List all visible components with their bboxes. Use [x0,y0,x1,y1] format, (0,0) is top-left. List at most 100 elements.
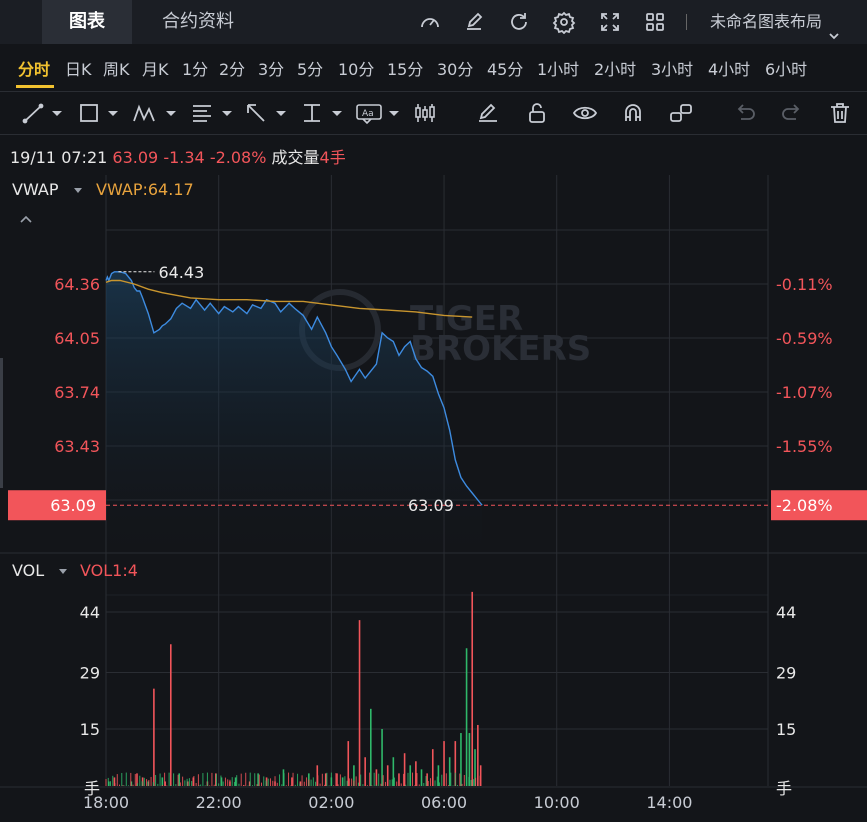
pct-axis-label: -0.59% [776,329,833,348]
collapse-icon[interactable] [18,210,34,229]
period-daily[interactable]: 日K [65,60,92,79]
price-line [105,271,483,506]
speedometer-icon[interactable] [418,10,442,34]
datetime: 19/11 07:21 [10,148,108,167]
tab-chart[interactable]: 图表 [42,0,132,44]
high-marker-label: 64.43 [158,263,204,282]
volume-axis-label: 44 [80,603,100,622]
period-intraday[interactable]: 分时 [18,60,51,79]
eye-icon[interactable] [572,101,598,125]
period-monthly[interactable]: 月K [142,60,169,79]
trash-icon[interactable] [827,101,853,125]
price-axis-label: 63.43 [54,437,100,456]
fullscreen-icon[interactable] [598,10,622,34]
divider [0,91,867,92]
period-3h[interactable]: 3小时 [651,60,694,79]
vwap-line [105,279,473,318]
time-axis-label: 22:00 [196,793,242,812]
vol-indicator-name: VOL [12,561,45,580]
vol-indicator-value: VOL1:4 [80,561,138,580]
price-axis-label: 64.36 [54,275,100,294]
volume-axis-label: 29 [80,664,100,683]
period-bar: 分时 日K 周K 月K 1分 2分 3分 5分 10分 15分 30分 45分 … [0,44,867,90]
price-axis-label: 64.05 [54,329,100,348]
caret-down-icon [72,181,84,200]
period-1h[interactable]: 1小时 [537,60,580,79]
vwap-indicator-selector[interactable]: VWAP [12,180,84,200]
period-2h[interactable]: 2小时 [594,60,637,79]
period-15m[interactable]: 15分 [387,60,424,79]
last-price-box [8,490,106,521]
pct-axis-label: -0.11% [776,275,833,294]
fibonacci-icon[interactable] [190,101,234,125]
period-1m[interactable]: 1分 [182,60,209,79]
caret-down-icon [57,562,69,581]
volume-label: 成交量 [271,148,320,167]
price-change: -1.34 [163,148,205,167]
pen-icon[interactable] [475,101,501,125]
layout-selector[interactable]: 未命名图表布局 [710,0,841,44]
pct-axis-label: -1.07% [776,383,833,402]
quote-info-line: 19/11 07:21 63.09 -1.34 -2.08% 成交量4手 [10,144,346,168]
period-5m[interactable]: 5分 [297,60,324,79]
arrow-icon[interactable] [244,101,288,125]
refresh-icon[interactable] [507,10,531,34]
redo-icon[interactable] [779,101,805,125]
period-45m[interactable]: 45分 [487,60,524,79]
period-10m[interactable]: 10分 [338,60,375,79]
watermark-logo: BROKERS [410,329,591,369]
time-axis-label: 14:00 [646,793,692,812]
active-period-indicator [16,85,54,88]
magnet-icon[interactable] [620,101,646,125]
time-axis-label: 10:00 [534,793,580,812]
volume-axis-label: 44 [776,603,796,622]
period-6h[interactable]: 6小时 [765,60,808,79]
chevron-down-icon [827,16,841,39]
layout-name: 未命名图表布局 [710,12,823,31]
volume-unit-label: 手 [776,779,792,798]
divider [0,134,867,135]
candle-icon[interactable] [412,101,438,125]
volume-unit-label: 手 [84,779,100,798]
volume-axis-label: 15 [776,720,796,739]
price-axis-label: 63.74 [54,383,100,402]
vwap-indicator-value: VWAP:64.17 [96,180,194,199]
text-icon[interactable]: Aa [355,101,401,125]
divider [686,14,687,30]
drawing-toolbar: Aa [0,92,867,134]
edit-icon[interactable] [462,10,486,34]
measure-icon[interactable] [300,101,344,125]
unlock-icon[interactable] [524,101,550,125]
trend-line-icon[interactable] [22,101,64,125]
period-4h[interactable]: 4小时 [708,60,751,79]
tab-contract-info[interactable]: 合约资料 [162,11,234,32]
svg-text:Aa: Aa [362,109,374,119]
time-axis-label: 06:00 [421,793,467,812]
vwap-indicator-name: VWAP [12,180,59,199]
volume-value: 4手 [319,148,346,167]
time-axis-label: 18:00 [83,793,129,812]
vol-indicator-selector[interactable]: VOL [12,561,69,581]
period-weekly[interactable]: 周K [103,60,130,79]
undo-icon[interactable] [732,101,758,125]
price-change-pct: -2.08% [209,148,267,167]
last-pct-box [771,490,867,521]
top-bar: 图表 合约资料 未命名图表布局 [0,0,867,44]
last-price-mid-label: 63.09 [408,496,454,515]
last-price-axis-label: 63.09 [50,496,96,515]
period-30m[interactable]: 30分 [437,60,474,79]
pattern-icon[interactable] [132,101,178,125]
period-3m[interactable]: 3分 [258,60,285,79]
grid-icon[interactable] [643,10,667,34]
volume-axis-label: 29 [776,664,796,683]
price-area [106,271,483,552]
side-scroll-handle[interactable] [0,358,3,488]
watermark-logo: TIGER [410,299,523,339]
rectangle-icon[interactable] [78,101,120,125]
link-icon[interactable] [668,101,694,125]
period-2m[interactable]: 2分 [219,60,246,79]
last-pct-axis-label: -2.08% [776,496,833,515]
settings-icon[interactable] [552,10,576,35]
time-axis-label: 02:00 [308,793,354,812]
